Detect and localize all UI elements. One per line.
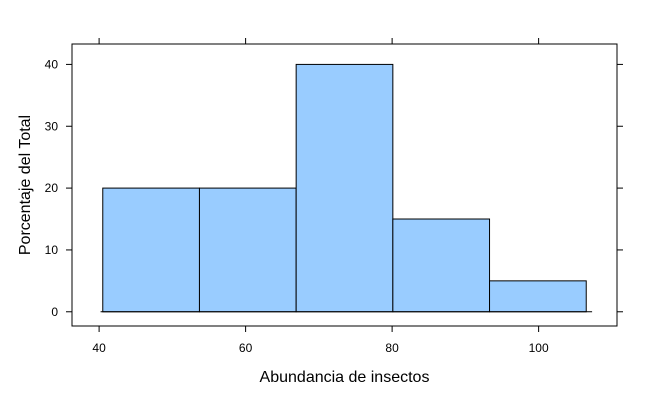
x-tick-label: 100 <box>529 341 549 355</box>
plot-panel <box>71 43 618 327</box>
y-tick-label: 40 <box>45 57 59 71</box>
x-axis-title: Abundancia de insectos <box>260 369 430 386</box>
histogram-bar <box>489 280 587 313</box>
y-tick-label: 10 <box>45 243 59 257</box>
x-tick-label: 40 <box>92 341 106 355</box>
bars-group <box>102 63 587 313</box>
y-axis-title: Porcentaje del Total <box>17 115 34 255</box>
ticks-group: 40 60 80 100 0 10 20 30 40 <box>45 38 623 355</box>
histogram-bar <box>102 187 200 313</box>
histogram-bar <box>198 187 297 313</box>
y-tick-label: 30 <box>45 119 59 133</box>
x-tick-label: 80 <box>385 341 399 355</box>
x-tick-label: 60 <box>239 341 253 355</box>
y-tick-label: 0 <box>51 305 58 319</box>
histogram-bar <box>392 218 491 313</box>
histogram-bar <box>295 63 394 313</box>
y-tick-label: 20 <box>45 181 59 195</box>
